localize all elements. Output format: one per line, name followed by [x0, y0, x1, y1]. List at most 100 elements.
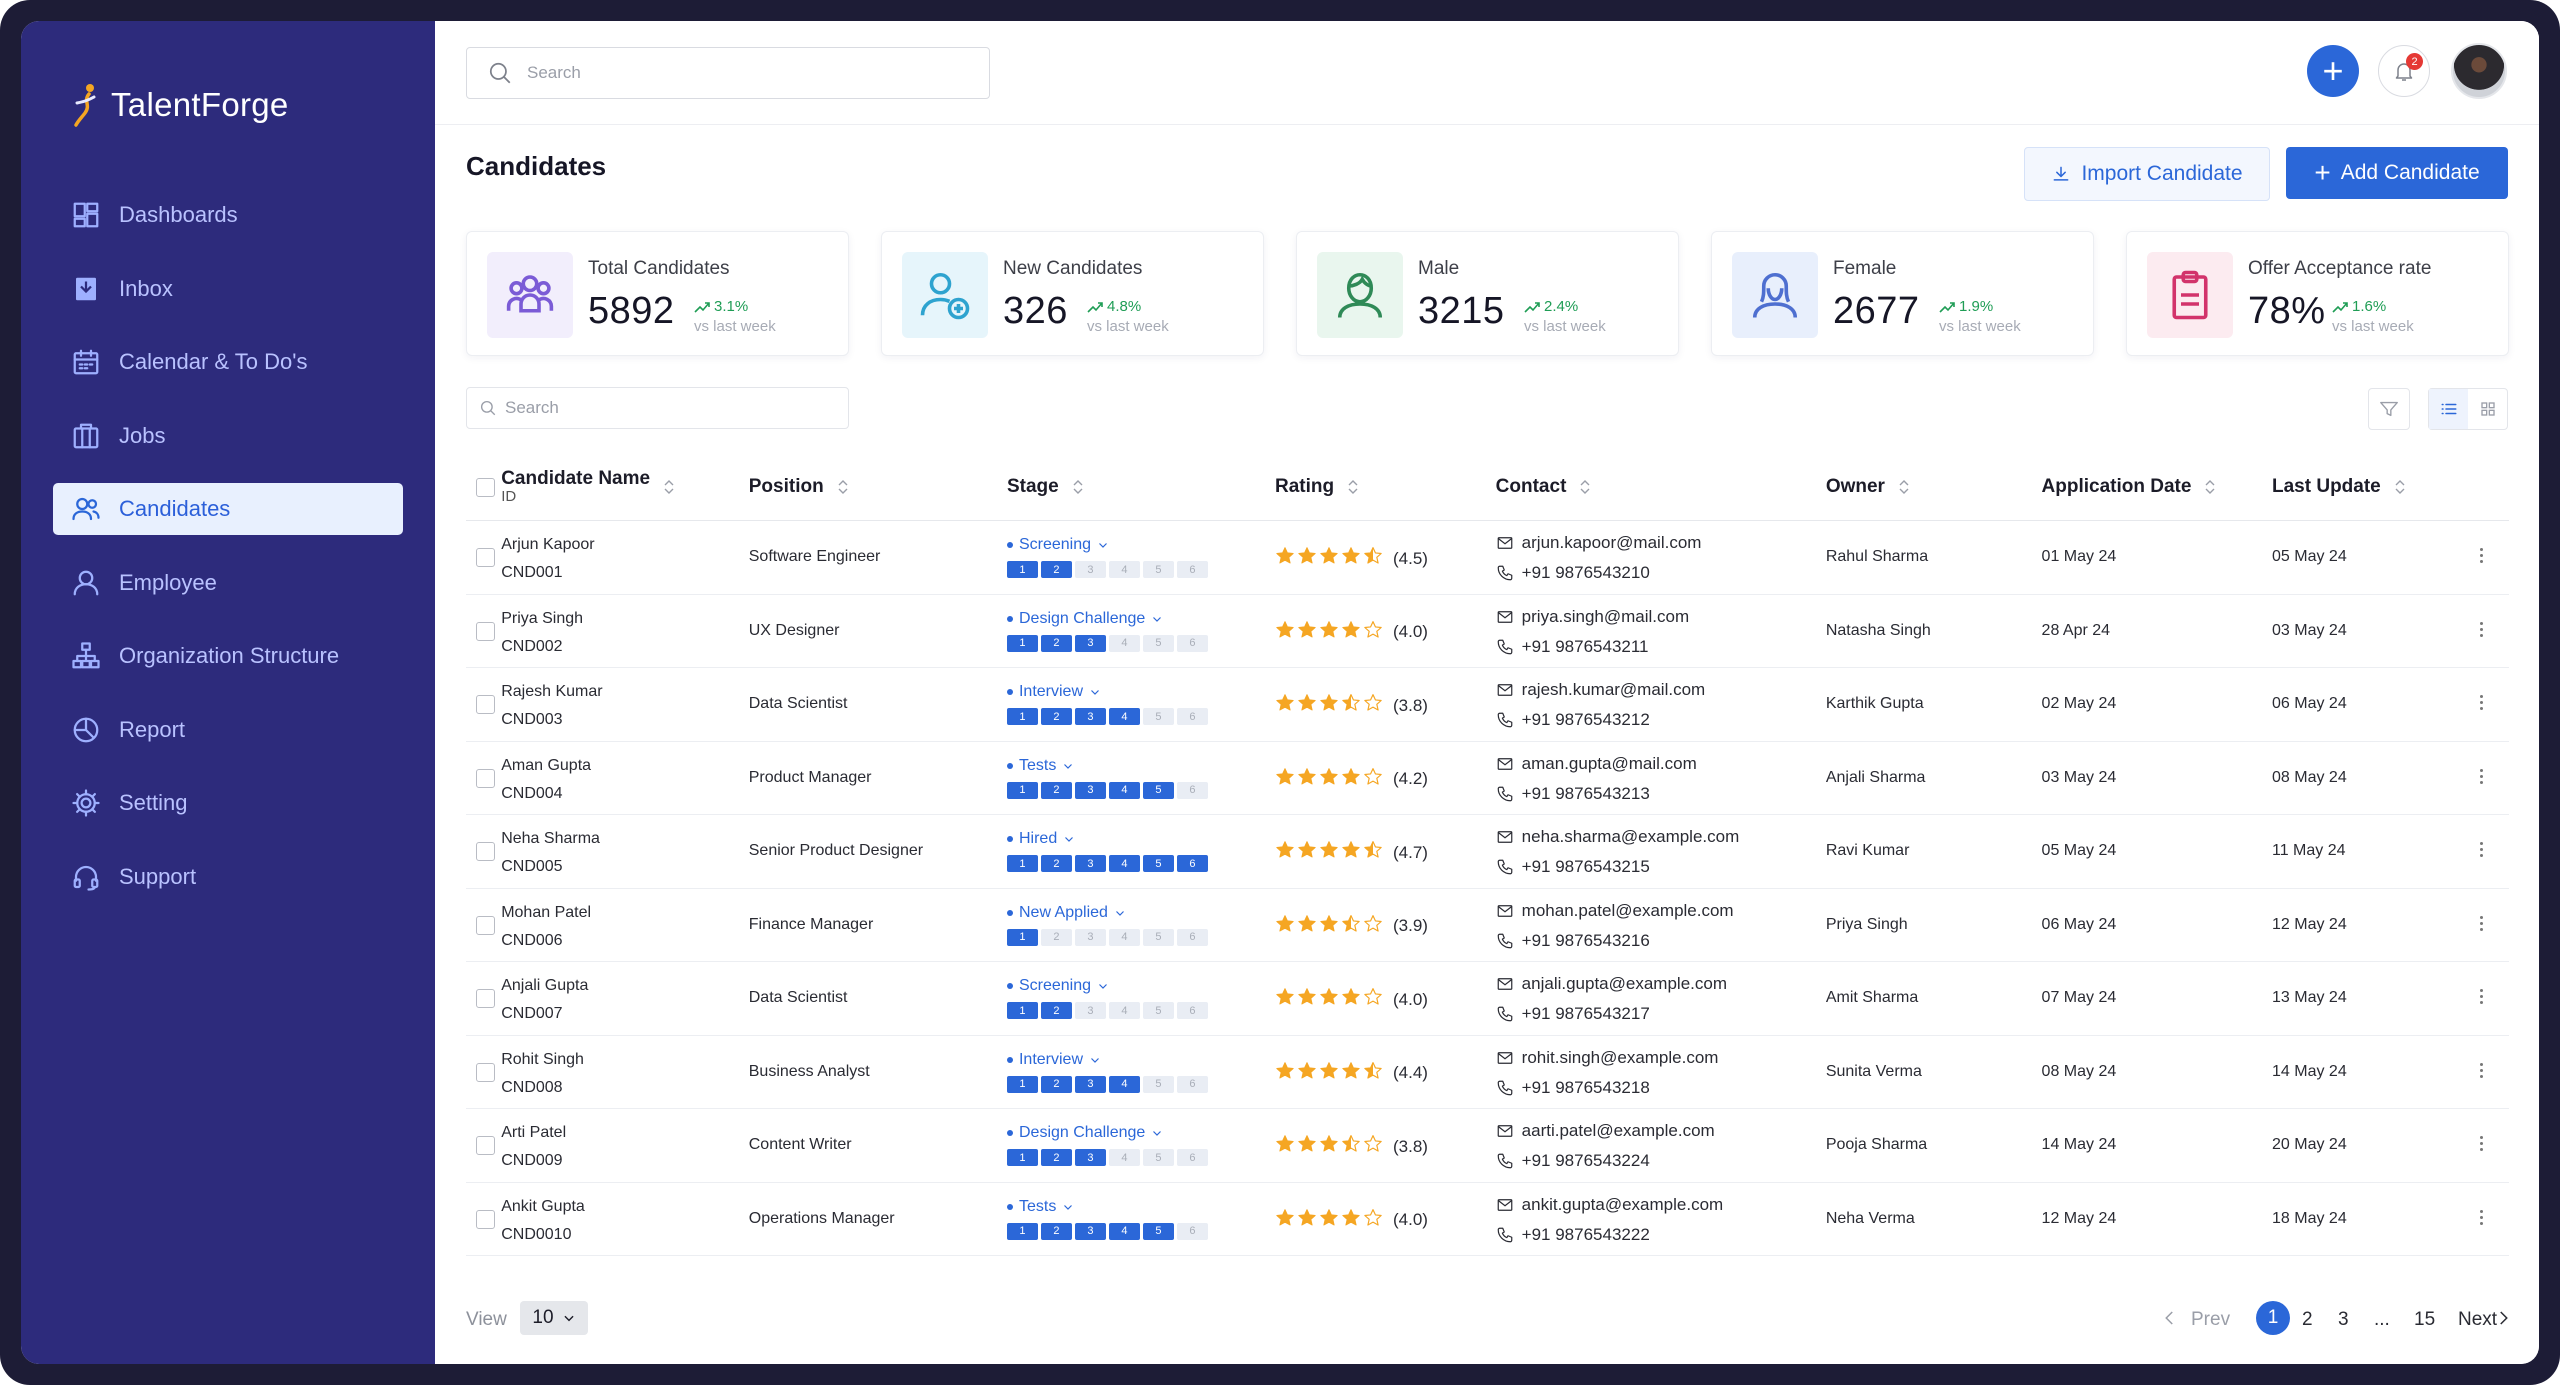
row-checkbox[interactable] [476, 1136, 495, 1155]
page-button-3[interactable]: 3 [2338, 1309, 2349, 1330]
candidate-name[interactable]: Mohan Patel [501, 903, 592, 921]
column-header-contact[interactable]: Contact [1496, 453, 1591, 521]
sort-icon[interactable] [838, 480, 848, 494]
row-menu-icon[interactable] [2480, 1209, 2486, 1225]
import-candidate-button[interactable]: Import Candidate [2024, 147, 2270, 201]
page-button-2[interactable]: 2 [2302, 1309, 2313, 1330]
row-checkbox[interactable] [476, 695, 495, 714]
contact-email[interactable]: priya.singh@mail.com [1496, 607, 1689, 627]
sort-icon[interactable] [1580, 480, 1590, 494]
contact-email[interactable]: neha.sharma@example.com [1496, 827, 1739, 847]
table-row[interactable]: Neha Sharma CND005 Senior Product Design… [466, 815, 2509, 889]
contact-phone[interactable]: +91 9876543213 [1496, 784, 1650, 804]
table-row[interactable]: Ankit Gupta CND0010 Operations Manager T… [466, 1182, 2509, 1256]
row-menu-icon[interactable] [2480, 1136, 2486, 1151]
contact-email[interactable]: aman.gupta@mail.com [1496, 754, 1697, 774]
column-header-position[interactable]: Position [749, 453, 848, 521]
contact-phone[interactable]: +91 9876543211 [1496, 637, 1649, 657]
row-menu-icon[interactable] [2480, 1062, 2486, 1078]
contact-email[interactable]: rajesh.kumar@mail.com [1496, 680, 1705, 700]
stage-dropdown[interactable]: Screening [1006, 536, 1109, 554]
create-button[interactable]: + [2307, 45, 2359, 97]
table-search-input[interactable] [505, 398, 825, 418]
filter-button[interactable] [2368, 388, 2410, 430]
stage-dropdown[interactable]: Screening [1006, 977, 1109, 995]
sidebar-item-candidates[interactable]: Candidates [53, 483, 403, 535]
candidate-name[interactable]: Priya Singh [501, 609, 584, 627]
sidebar-item-report[interactable]: Report [53, 704, 403, 756]
contact-email[interactable]: rohit.singh@example.com [1496, 1048, 1718, 1068]
contact-phone[interactable]: +91 9876543212 [1496, 710, 1650, 730]
page-button-1[interactable]: 1 [2256, 1301, 2290, 1335]
column-header-last-update[interactable]: Last Update [2272, 453, 2405, 521]
sidebar-item-setting[interactable]: Setting [53, 777, 403, 829]
sort-icon[interactable] [1899, 480, 1909, 494]
candidate-name[interactable]: Neha Sharma [501, 830, 600, 847]
notifications-button[interactable]: 2 [2378, 45, 2430, 97]
contact-email[interactable]: aarti.patel@example.com [1496, 1121, 1715, 1141]
user-avatar[interactable] [2451, 43, 2507, 99]
row-menu-icon[interactable] [2480, 915, 2486, 931]
sidebar-item-jobs[interactable]: Jobs [53, 410, 403, 462]
row-checkbox[interactable] [476, 768, 495, 788]
contact-phone[interactable]: +91 9876543224 [1496, 1151, 1650, 1171]
contact-phone[interactable]: +91 9876543210 [1496, 563, 1650, 583]
stage-dropdown[interactable]: Interview [1006, 1051, 1101, 1069]
column-header-rating[interactable]: Rating [1275, 453, 1358, 521]
contact-phone[interactable]: +91 9876543218 [1496, 1078, 1650, 1098]
stage-dropdown[interactable]: Interview [1006, 683, 1101, 701]
table-row[interactable]: Mohan Patel CND006 Finance Manager New A… [466, 888, 2509, 962]
sidebar-item-organization-structure[interactable]: Organization Structure [53, 630, 403, 682]
add-candidate-button[interactable]: + Add Candidate [2286, 147, 2508, 199]
candidate-name[interactable]: Rajesh Kumar [501, 683, 603, 700]
column-header-name[interactable]: Candidate Name ID [501, 453, 674, 521]
contact-email[interactable]: ankit.gupta@example.com [1496, 1195, 1723, 1215]
sidebar-item-calendar-to-do-s[interactable]: Calendar & To Do's [53, 336, 403, 388]
row-menu-icon[interactable] [2480, 695, 2486, 710]
contact-phone[interactable]: +91 9876543217 [1496, 1004, 1650, 1024]
contact-email[interactable]: mohan.patel@example.com [1496, 901, 1734, 921]
row-checkbox[interactable] [476, 1062, 495, 1082]
contact-phone[interactable]: +91 9876543215 [1496, 857, 1650, 877]
sort-icon[interactable] [1073, 480, 1083, 494]
candidate-name[interactable]: Arti Patel [501, 1124, 567, 1141]
contact-phone[interactable]: +91 9876543222 [1496, 1225, 1650, 1245]
row-checkbox[interactable] [476, 1209, 495, 1229]
sidebar-item-support[interactable]: Support [53, 851, 403, 903]
select-all-checkbox[interactable] [476, 478, 495, 497]
grid-view-button[interactable] [2468, 389, 2507, 429]
row-checkbox[interactable] [476, 842, 495, 861]
sort-icon[interactable] [2395, 480, 2405, 494]
candidate-name[interactable]: Anjali Gupta [501, 977, 589, 994]
row-menu-icon[interactable] [2480, 548, 2486, 563]
stage-dropdown[interactable]: Design Challenge [1006, 1124, 1163, 1142]
stage-dropdown[interactable]: Design Challenge [1006, 610, 1163, 628]
candidate-name[interactable]: Aman Gupta [501, 756, 592, 774]
sidebar-item-employee[interactable]: Employee [53, 557, 403, 609]
sort-icon[interactable] [664, 480, 674, 494]
candidate-name[interactable]: Ankit Gupta [501, 1197, 585, 1215]
table-row[interactable]: Arti Patel CND009 Content Writer Design … [466, 1109, 2509, 1183]
list-view-button[interactable] [2429, 389, 2468, 429]
global-search-input[interactable] [527, 63, 947, 83]
sort-icon[interactable] [1348, 480, 1358, 494]
next-page-button[interactable] [2494, 1307, 2512, 1335]
contact-email[interactable]: anjali.gupta@example.com [1496, 974, 1727, 994]
column-header-app-date[interactable]: Application Date [2042, 453, 2216, 521]
stage-dropdown[interactable]: Tests [1006, 757, 1074, 775]
sort-icon[interactable] [2205, 480, 2215, 494]
row-menu-icon[interactable] [2480, 989, 2486, 1004]
row-checkbox[interactable] [476, 989, 495, 1008]
contact-phone[interactable]: +91 9876543216 [1496, 931, 1650, 951]
next-page-label[interactable]: Next [2458, 1309, 2498, 1330]
prev-page-label[interactable]: Prev [2191, 1309, 2231, 1330]
candidate-name[interactable]: Arjun Kapoor [501, 536, 595, 553]
row-menu-icon[interactable] [2480, 768, 2486, 784]
table-row[interactable]: Rajesh Kumar CND003 Data Scientist Inter… [466, 668, 2509, 742]
page-button-15[interactable]: 15 [2414, 1309, 2436, 1330]
sidebar-item-inbox[interactable]: Inbox [53, 263, 403, 315]
stage-dropdown[interactable]: Hired [1006, 830, 1075, 848]
column-header-stage[interactable]: Stage [1007, 453, 1083, 521]
page-size-select[interactable]: 10 [520, 1301, 588, 1335]
table-row[interactable]: Rohit Singh CND008 Business Analyst Inte… [466, 1035, 2509, 1109]
